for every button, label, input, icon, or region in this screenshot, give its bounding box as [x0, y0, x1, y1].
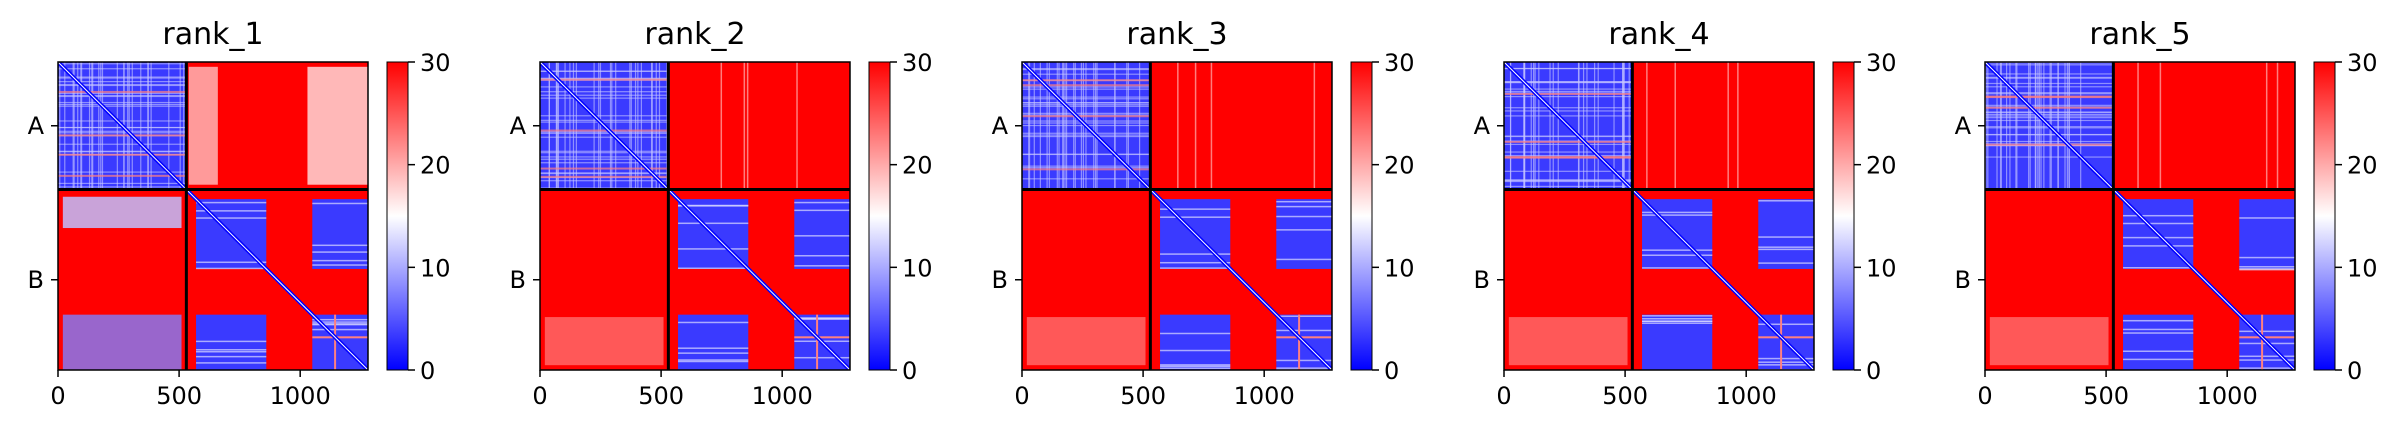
y-tick-label: A	[1955, 112, 1972, 140]
plot-frame	[1021, 61, 1333, 371]
colorbar: 0 10 20 30	[1350, 49, 1415, 385]
panel-title: rank_1	[162, 17, 263, 52]
heatmap-cells	[1985, 62, 2295, 370]
colorbar-tick-label: 20	[1866, 152, 1897, 180]
colorbar-tick-label: 20	[2347, 152, 2378, 180]
colorbar-gradient	[386, 61, 409, 371]
colorbar: 0 10 20 30	[2313, 49, 2378, 385]
y-tick-label: B	[1955, 266, 1971, 294]
heatmap-cells	[540, 62, 850, 370]
y-tick-label: B	[28, 266, 44, 294]
x-tick-label: 0	[532, 382, 547, 410]
y-tick-label: A	[992, 112, 1009, 140]
x-tick-label: 0	[50, 382, 65, 410]
heatmap-cells	[58, 62, 368, 370]
colorbar-tick-label: 10	[420, 254, 451, 282]
y-tick-label: B	[992, 266, 1008, 294]
domain-block	[2239, 199, 2295, 269]
x-tick-label: 0	[1977, 382, 1992, 410]
y-tick-label: A	[510, 112, 527, 140]
y-tick-label: B	[510, 266, 526, 294]
domain-block	[1160, 314, 1231, 370]
pae-panel-1: rank_1 0 500 1000 A B 0 10 20 30	[28, 17, 451, 410]
colorbar-tick-label: 10	[1384, 254, 1415, 282]
pae-panel-4: rank_4 0 500 1000 A B 0 10 20 30	[1474, 17, 1897, 410]
colorbar-tick-label: 20	[1384, 152, 1415, 180]
colorbar-tick-label: 30	[420, 49, 451, 77]
colorbar-tick-label: 10	[1866, 254, 1897, 282]
x-tick-label: 1000	[1716, 382, 1777, 410]
y-tick-label: A	[28, 112, 45, 140]
x-tick-label: 0	[1496, 382, 1511, 410]
colorbar-tick-label: 30	[1866, 49, 1897, 77]
x-tick-label: 1000	[2197, 382, 2258, 410]
colorbar-tick-label: 0	[1866, 357, 1881, 385]
y-tick-label: A	[1474, 112, 1491, 140]
domain-block	[1276, 199, 1332, 269]
colorbar-gradient	[1832, 61, 1855, 371]
colorbar: 0 10 20 30	[1832, 49, 1897, 385]
colorbar-tick-label: 0	[902, 357, 917, 385]
colorbar: 0 10 20 30	[386, 49, 451, 385]
pae-panel-2: rank_2 0 500 1000 A B 0 10 20 30	[510, 17, 933, 410]
colorbar-tick-label: 20	[902, 152, 933, 180]
colorbar-gradient	[1350, 61, 1373, 371]
x-tick-label: 500	[638, 382, 684, 410]
colorbar-tick-label: 30	[2347, 49, 2378, 77]
panel-title: rank_5	[2089, 17, 2190, 52]
x-tick-label: 1000	[752, 382, 813, 410]
colorbar-tick-label: 30	[1384, 49, 1415, 77]
x-tick-label: 1000	[1234, 382, 1295, 410]
colorbar-tick-label: 10	[902, 254, 933, 282]
domain-block	[312, 199, 368, 269]
x-tick-label: 500	[2083, 382, 2129, 410]
colorbar-tick-label: 0	[420, 357, 435, 385]
colorbar-tick-label: 10	[2347, 254, 2378, 282]
colorbar-gradient	[2313, 61, 2336, 371]
plot-frame	[1503, 61, 1815, 371]
plot-frame	[57, 61, 369, 371]
panel-title: rank_3	[1126, 17, 1227, 52]
colorbar-gradient	[868, 61, 891, 371]
pae-panel-3: rank_3 0 500 1000 A B 0 10 20 30	[992, 17, 1415, 410]
heatmap-cells	[1022, 62, 1332, 370]
panel-title: rank_2	[644, 17, 745, 52]
heatmap-cells	[1504, 62, 1814, 370]
colorbar-tick-label: 0	[2347, 357, 2362, 385]
colorbar: 0 10 20 30	[868, 49, 933, 385]
x-tick-label: 500	[1120, 382, 1166, 410]
x-tick-label: 500	[1602, 382, 1648, 410]
x-tick-label: 500	[156, 382, 202, 410]
colorbar-tick-label: 30	[902, 49, 933, 77]
x-tick-label: 1000	[270, 382, 331, 410]
plot-frame	[539, 61, 851, 371]
colorbar-tick-label: 20	[420, 152, 451, 180]
domain-block	[2123, 314, 2194, 370]
colorbar-tick-label: 0	[1384, 357, 1399, 385]
domain-block	[1758, 199, 1814, 269]
plot-frame	[1984, 61, 2296, 371]
domain-block	[196, 314, 267, 370]
panel-title: rank_4	[1608, 17, 1709, 52]
pae-panel-5: rank_5 0 500 1000 A B 0 10 20 30	[1955, 17, 2378, 410]
x-tick-label: 0	[1014, 382, 1029, 410]
y-tick-label: B	[1474, 266, 1490, 294]
